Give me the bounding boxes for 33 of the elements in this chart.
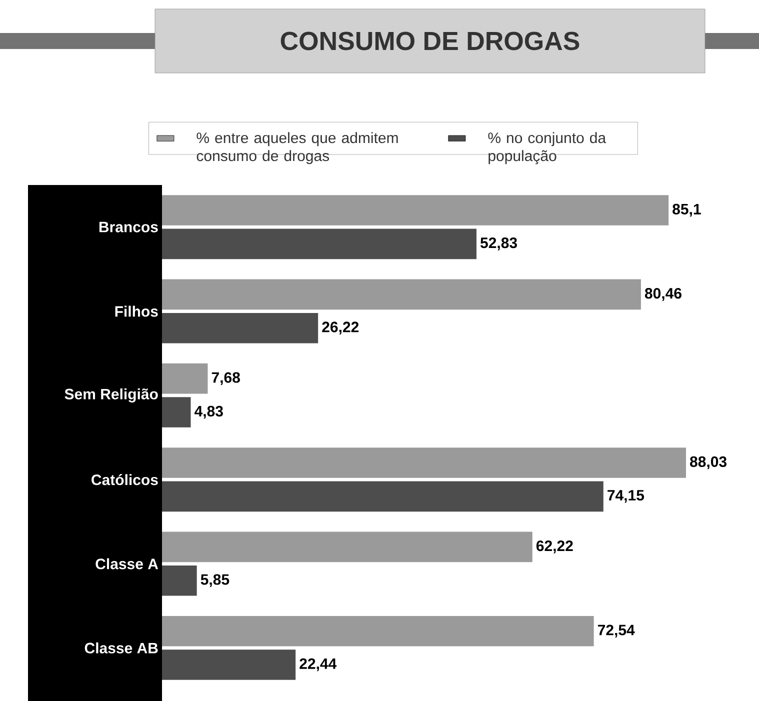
data-label: 62,22 — [536, 540, 573, 554]
y-tick-label: Filhos — [115, 306, 158, 317]
legend-label: % entre aqueles que admitem consumo de drogas — [196, 132, 398, 164]
data-label: 72,54 — [598, 624, 635, 638]
data-label: 85,1 — [672, 204, 701, 217]
data-label: 52,83 — [480, 238, 517, 250]
data-label: 22,44 — [300, 658, 337, 672]
y-tick-label: Classe A — [96, 558, 158, 570]
data-label: 4,83 — [194, 406, 223, 419]
bar — [162, 616, 594, 646]
bar — [162, 228, 476, 260]
y-tick-label: Brancos — [99, 222, 158, 232]
bar — [162, 279, 641, 310]
data-label: 5,85 — [200, 574, 230, 587]
legend-label: % no conjunto da população — [488, 132, 606, 164]
bar — [162, 532, 532, 562]
bar — [162, 312, 318, 344]
data-label: 26,22 — [322, 322, 359, 334]
bar — [162, 363, 208, 394]
y-tick-label: Católicos — [92, 474, 158, 486]
data-label: 7,68 — [212, 372, 240, 385]
data-label: 74,15 — [608, 490, 644, 503]
data-label: 80,46 — [644, 288, 682, 301]
bar — [162, 650, 296, 680]
bar — [162, 481, 604, 512]
y-tick-label: Classe AB — [84, 642, 158, 654]
chart-title: CONSUMO DE DROGAS — [280, 32, 580, 50]
bar — [162, 195, 669, 226]
bar — [162, 448, 686, 478]
y-tick-label: Sem Religião — [64, 388, 158, 402]
bar — [162, 397, 191, 428]
bar — [162, 565, 197, 596]
data-label: 88,03 — [690, 456, 727, 470]
